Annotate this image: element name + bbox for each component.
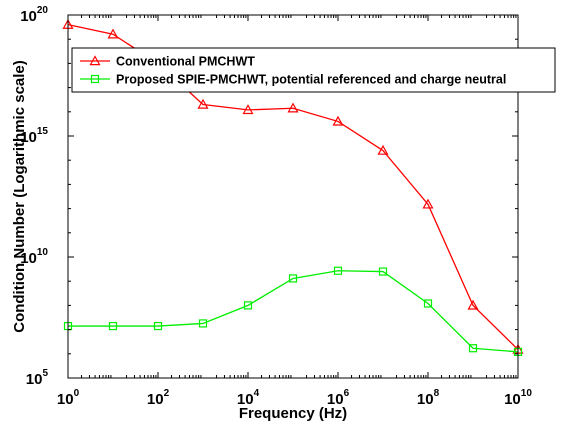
x-tick-label: 106 — [327, 388, 350, 408]
data-point — [423, 299, 433, 308]
data-point — [242, 104, 254, 115]
data-point — [288, 274, 298, 283]
data-point — [467, 299, 479, 310]
x-tick-label: 102 — [147, 388, 170, 408]
data-point — [107, 28, 119, 39]
data-point — [197, 98, 209, 109]
series-line — [68, 270, 519, 353]
data-point — [243, 301, 253, 310]
legend-entries: Conventional PMCHWT Proposed SPIE-PMCHWT,… — [80, 55, 506, 87]
data-point — [422, 198, 434, 209]
legend-label: Proposed SPIE-PMCHWT, potential referenc… — [116, 73, 506, 87]
y-tick-label: 1010 — [20, 247, 48, 267]
y-tick-label: 1015 — [20, 126, 48, 146]
x-tick-label: 108 — [417, 388, 440, 408]
x-tick-label: 100 — [57, 388, 80, 408]
y-tick-label: 105 — [26, 368, 49, 388]
x-tick-label: 104 — [237, 388, 260, 408]
data-point — [377, 144, 389, 155]
legend-swatch-marker — [90, 74, 100, 84]
legend-entry: Proposed SPIE-PMCHWT, potential referenc… — [80, 73, 506, 87]
y-axis-label: Condition Number (Logarithmic scale) — [11, 60, 28, 333]
data-point — [332, 115, 344, 126]
legend-label: Conventional PMCHWT — [116, 55, 255, 69]
data-point — [153, 321, 163, 331]
legend: Conventional PMCHWT Proposed SPIE-PMCHWT,… — [71, 47, 556, 93]
data-point — [108, 321, 118, 331]
tick-layer: 100 102 104 106 108 1010 105 1010 1015 1020 — [20, 5, 532, 408]
legend-box — [71, 47, 556, 93]
legend-entry: Conventional PMCHWT — [80, 55, 255, 69]
data-point — [287, 102, 299, 113]
data-point — [333, 266, 343, 275]
legend-swatch-marker — [89, 55, 101, 66]
x-tick-label: 1010 — [504, 388, 532, 408]
x-axis-label: Frequency (Hz) — [239, 405, 347, 422]
data-point — [198, 319, 208, 328]
data-point — [378, 267, 388, 276]
data-point — [468, 344, 478, 353]
y-tick-label: 1020 — [20, 5, 48, 25]
plot-area — [67, 14, 519, 379]
